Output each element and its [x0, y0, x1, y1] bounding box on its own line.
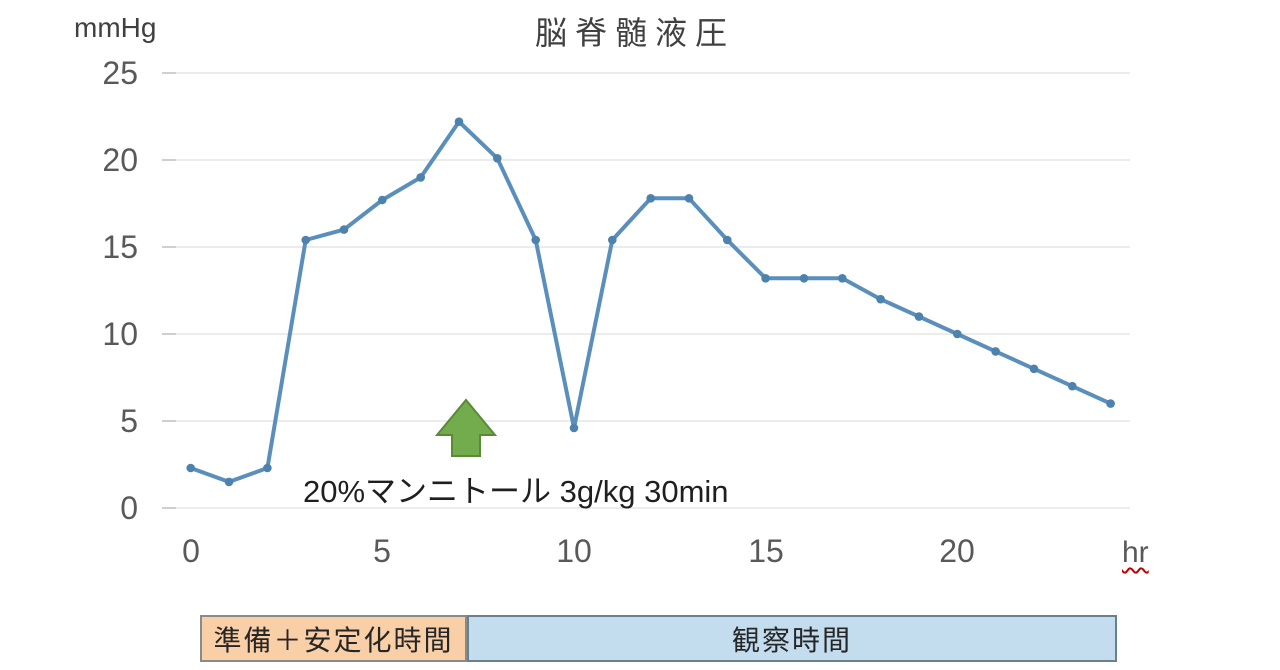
data-point-marker: [301, 235, 311, 245]
data-point-marker: [1068, 381, 1077, 391]
pressure-series: [186, 117, 1115, 487]
data-point-marker: [569, 423, 579, 433]
x-tick-label-10: 10: [556, 533, 592, 569]
data-point-marker: [416, 173, 426, 182]
mannitol-annotation-text: 20%マンニトール 3g/kg 30min: [303, 474, 729, 509]
x-tick-label-15: 15: [748, 533, 784, 569]
data-point-marker: [646, 194, 655, 203]
data-point-marker: [991, 347, 1000, 356]
data-point-marker: [914, 312, 924, 321]
y-tick-label-10: 10: [102, 316, 138, 352]
data-point-marker: [1029, 364, 1039, 374]
y-axis-unit-label: mmHg: [74, 12, 157, 43]
data-point-marker: [799, 274, 809, 283]
y-tick-label-20: 20: [102, 142, 138, 178]
phase-bar-preparation-label: 準備＋安定化時間: [213, 624, 454, 656]
data-point-marker: [876, 294, 885, 304]
pressure-line: [188, 119, 1113, 484]
hr-label-text: hr: [1122, 536, 1149, 569]
phase-bar-observation: 観察時間: [467, 615, 1117, 662]
x-tick-label-5: 5: [373, 533, 391, 569]
gridlines: [162, 72, 1130, 509]
x-tick-label-20: 20: [939, 533, 975, 569]
y-tick-label-5: 5: [120, 403, 138, 439]
data-point-marker: [493, 154, 502, 163]
x-axis-unit-label: hr: [1122, 536, 1149, 570]
y-tick-label-0: 0: [120, 490, 138, 526]
y-tick-label-15: 15: [102, 229, 138, 265]
data-point-marker: [339, 225, 349, 234]
phase-bar-preparation: 準備＋安定化時間: [200, 615, 467, 662]
data-point-marker: [378, 195, 387, 205]
data-point-marker: [608, 235, 617, 245]
data-point-marker: [761, 274, 770, 283]
data-point-marker: [723, 235, 732, 245]
data-point-marker: [838, 274, 847, 283]
data-point-marker: [531, 235, 540, 245]
x-tick-label-0: 0: [182, 533, 200, 569]
mannitol-arrow-icon: [434, 398, 498, 457]
data-point-marker: [263, 463, 272, 473]
data-point-marker: [186, 463, 195, 473]
data-point-marker: [454, 117, 464, 126]
data-point-marker: [224, 477, 234, 487]
data-point-marker: [684, 194, 694, 203]
data-point-marker: [953, 329, 962, 339]
chart-title: 脳脊髄液圧: [534, 15, 735, 51]
y-tick-label-25: 25: [102, 55, 138, 91]
phase-bar-observation-label: 観察時間: [731, 624, 852, 656]
data-point-marker: [1106, 399, 1115, 408]
